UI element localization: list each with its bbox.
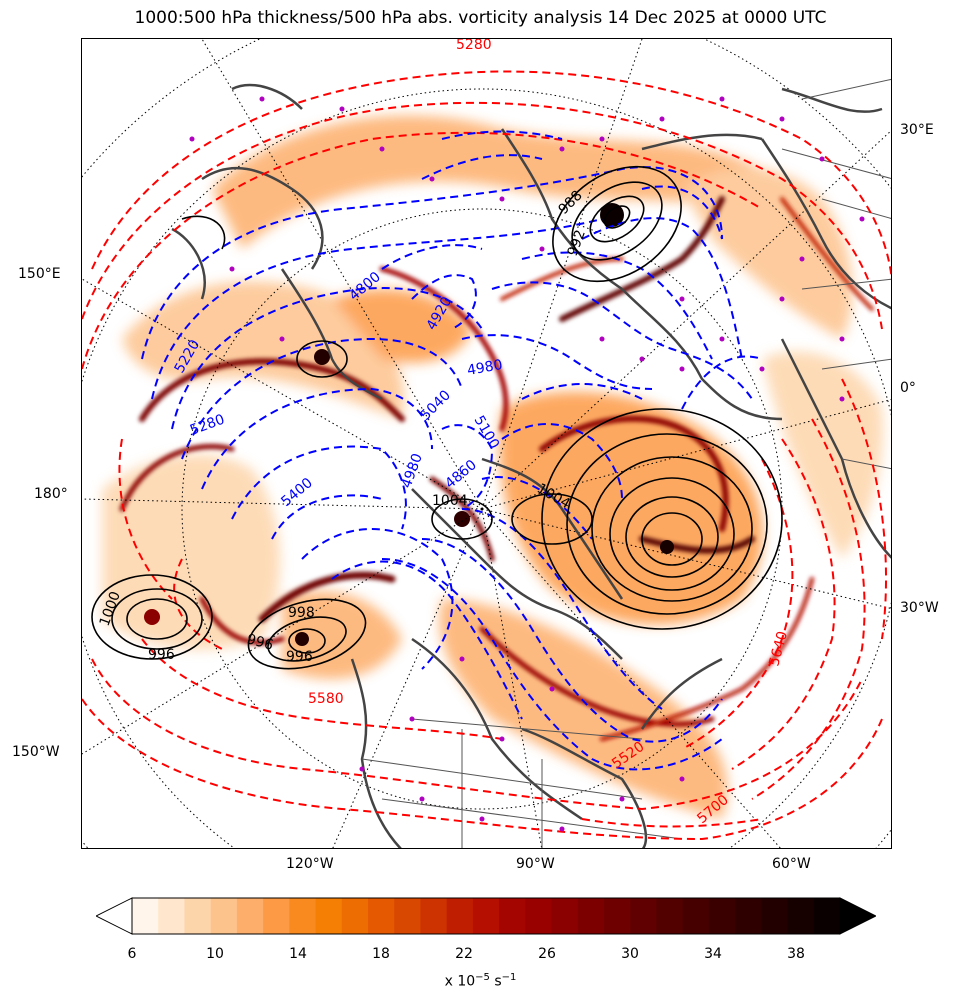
lon-label-30w: 30°W: [900, 600, 939, 616]
colorbar-swatch: [342, 898, 369, 934]
colorbar-swatch: [316, 898, 343, 934]
lon-label-180: 180°: [34, 486, 68, 502]
contour-label-5580: 5580: [308, 691, 344, 707]
isobar-label-996c: 996: [286, 649, 313, 665]
contour-label-5040: 5040: [418, 387, 455, 424]
colorbar-swatch: [814, 898, 841, 934]
vorticity-shading: [102, 116, 883, 820]
colorbar-swatch: [683, 898, 710, 934]
colorbar-swatch: [211, 898, 238, 934]
colorbar-swatch: [525, 898, 552, 934]
contour-label-5640: 5640: [766, 629, 791, 668]
colorbar-swatch: [630, 898, 657, 934]
colorbar-swatch: [184, 898, 211, 934]
isobar-label-1004: 1004: [432, 493, 468, 509]
lon-label-30e: 30°E: [900, 122, 934, 138]
lon-label-0: 0°: [900, 380, 916, 396]
colorbar-swatch: [263, 898, 290, 934]
lon-label-90w: 90°W: [516, 856, 555, 872]
colorbar-tick: 26: [538, 946, 556, 962]
colorbar-low-extend: [96, 898, 132, 934]
colorbar-swatch: [394, 898, 421, 934]
colorbar-swatch: [709, 898, 736, 934]
colorbar-swatch: [158, 898, 185, 934]
lon-label-120w: 120°W: [286, 856, 334, 872]
contour-label-5280: 5280: [188, 412, 227, 439]
colorbar-swatch: [368, 898, 395, 934]
polar-stereographic-map: 4800 5220 5280 4980 5040 5100 4860 5400 …: [82, 39, 892, 849]
lon-label-150e: 150°E: [18, 266, 61, 282]
colorbar-tick: 22: [455, 946, 473, 962]
colorbar-tick: 10: [206, 946, 224, 962]
colorbar-units: x 10−5 s−1: [0, 972, 961, 990]
colorbar-swatch: [552, 898, 579, 934]
colorbar-swatch: [735, 898, 762, 934]
colorbar-high-extend: [840, 898, 876, 934]
colorbar-tick: 30: [621, 946, 639, 962]
isobar-label-996: 996: [148, 647, 175, 663]
map-title: 1000:500 hPa thickness/500 hPa abs. vort…: [0, 8, 961, 28]
contour-label-4980b: 4980: [399, 451, 426, 490]
colorbar-swatch: [132, 898, 159, 934]
colorbar-tick: 38: [787, 946, 805, 962]
contour-label-5280r: 5280: [456, 39, 492, 53]
colorbar-tick: 6: [128, 946, 137, 962]
contour-label-4860: 4860: [442, 457, 480, 492]
colorbar-tick: 14: [289, 946, 307, 962]
vorticity-colorbar: [96, 896, 876, 936]
isobar-label-992: 992: [565, 228, 589, 259]
colorbar-swatch: [604, 898, 631, 934]
colorbar-swatches: [132, 898, 841, 934]
colorbar-swatch: [447, 898, 474, 934]
map-panel[interactable]: 4800 5220 5280 4980 5040 5100 4860 5400 …: [81, 38, 892, 849]
contour-label-5100: 5100: [471, 413, 503, 452]
isobar-label-998: 998: [288, 605, 315, 621]
colorbar-swatch: [788, 898, 815, 934]
lon-label-60w: 60°W: [772, 856, 811, 872]
colorbar-tick: 18: [372, 946, 390, 962]
colorbar-swatch: [761, 898, 788, 934]
colorbar-swatch: [578, 898, 605, 934]
lon-label-150w: 150°W: [12, 744, 60, 760]
colorbar-tick: 34: [704, 946, 722, 962]
colorbar-swatch: [420, 898, 447, 934]
colorbar-swatch: [656, 898, 683, 934]
colorbar-swatch: [289, 898, 316, 934]
colorbar-swatch: [237, 898, 264, 934]
colorbar-swatch: [473, 898, 500, 934]
colorbar-swatch: [499, 898, 526, 934]
